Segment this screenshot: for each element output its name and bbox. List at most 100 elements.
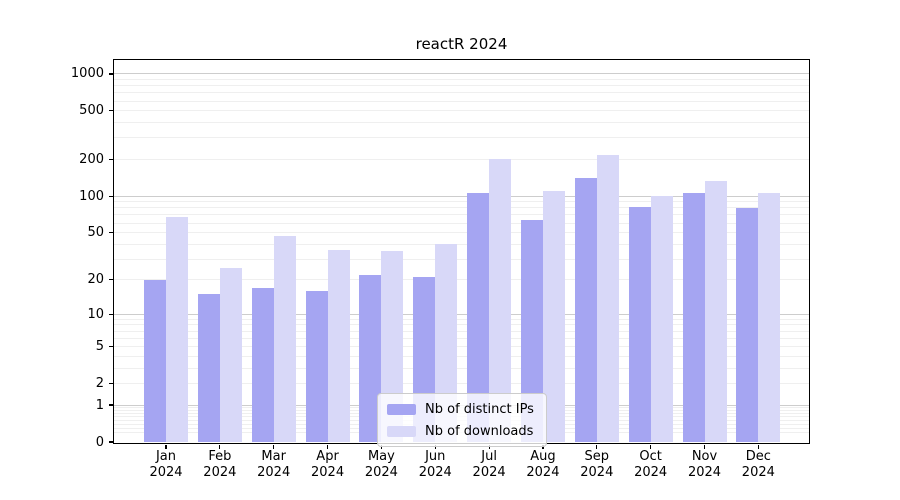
gridline-minor <box>114 222 809 224</box>
gridline-minor <box>114 346 809 348</box>
gridline-minor <box>114 207 809 209</box>
legend-item-downloads: Nb of downloads <box>387 422 538 440</box>
gridline-minor <box>114 92 809 94</box>
bar-distinct-ips-jan <box>144 279 166 442</box>
y-tick-label: 0 <box>95 434 104 450</box>
bar-distinct-ips-oct <box>628 206 651 442</box>
bar-distinct-ips-jul <box>467 192 490 442</box>
gridline-minor <box>114 318 809 320</box>
bar-distinct-ips-mar <box>251 288 274 442</box>
x-tick-label: Dec 2024 <box>741 449 775 480</box>
y-tick-label: 10 <box>87 306 104 322</box>
x-tick-label: Oct 2024 <box>634 449 668 480</box>
x-tick-mark <box>757 444 759 449</box>
x-tick-mark <box>703 444 706 449</box>
y-tick-mark <box>108 231 113 234</box>
gridline-minor <box>114 243 809 245</box>
legend-swatch-downloads <box>387 425 416 437</box>
y-tick-mark <box>108 382 113 385</box>
legend-label-downloads: Nb of downloads <box>425 423 534 439</box>
bar-downloads-apr <box>327 249 350 442</box>
x-tick-mark <box>650 444 652 449</box>
gridline-minor <box>114 137 809 139</box>
bar-downloads-nov <box>704 181 727 442</box>
x-tick-label: Jul 2024 <box>472 449 506 480</box>
bar-distinct-ips-nov <box>682 192 705 442</box>
gridline-minor <box>114 201 809 203</box>
y-tick-mark <box>108 110 113 112</box>
y-tick-mark <box>108 158 113 161</box>
gridline-minor <box>114 324 809 326</box>
y-tick-mark <box>108 313 113 315</box>
bar-downloads-feb <box>219 268 242 442</box>
x-tick-mark <box>596 444 598 449</box>
y-tick-label: 20 <box>87 272 104 288</box>
x-tick-label: Mar 2024 <box>257 449 291 480</box>
y-tick-mark <box>108 195 113 197</box>
gridline-minor <box>114 232 809 234</box>
legend-swatch-distinct-ips <box>387 403 416 415</box>
bar-distinct-ips-dec <box>736 207 759 442</box>
y-tick-mark <box>108 73 113 75</box>
x-tick-label: Aug 2024 <box>526 449 560 480</box>
y-tick-mark <box>108 404 113 406</box>
chart-title: reactR 2024 <box>415 35 508 53</box>
gridline-major <box>114 313 809 315</box>
y-tick-mark <box>108 345 113 348</box>
bar-downloads-sep <box>596 155 619 442</box>
bar-distinct-ips-apr <box>305 291 328 442</box>
gridline-minor <box>114 337 809 339</box>
gridline-minor <box>114 110 809 112</box>
gridline-minor <box>114 158 809 160</box>
x-tick-label: May 2024 <box>364 449 398 480</box>
bar-downloads-oct <box>650 196 673 442</box>
gridline-minor <box>114 122 809 124</box>
x-tick-label: Feb 2024 <box>203 449 237 480</box>
gridline-minor <box>114 100 809 102</box>
x-tick-label: Jan 2024 <box>149 449 183 480</box>
bar-distinct-ips-aug <box>520 220 543 442</box>
x-tick-mark <box>219 444 221 449</box>
y-tick-label: 50 <box>87 225 104 241</box>
bar-downloads-jun <box>435 244 458 442</box>
gridline-minor <box>114 79 809 81</box>
x-tick-label: Jun 2024 <box>418 449 452 480</box>
y-tick-label: 1000 <box>70 66 104 82</box>
x-tick-label: Nov 2024 <box>687 449 722 480</box>
x-tick-label: Sep 2024 <box>580 449 614 480</box>
bar-downloads-aug <box>542 191 565 442</box>
gridline-minor <box>114 279 809 281</box>
bar-distinct-ips-may <box>359 274 382 442</box>
y-tick-label: 200 <box>79 151 104 167</box>
y-tick-label: 100 <box>79 188 104 204</box>
bar-downloads-jul <box>489 159 512 442</box>
x-tick-mark <box>326 444 329 449</box>
gridline-minor <box>114 367 809 369</box>
y-tick-label: 1 <box>95 397 104 413</box>
y-tick-label: 500 <box>79 103 104 119</box>
y-tick-label: 5 <box>95 339 104 355</box>
bar-distinct-ips-feb <box>197 294 220 442</box>
bar-downloads-jan <box>166 217 188 442</box>
gridline-minor <box>114 258 809 260</box>
x-tick-mark <box>273 444 275 449</box>
x-tick-mark <box>165 444 167 449</box>
y-tick-label: 2 <box>95 375 104 391</box>
legend-item-distinct-ips: Nb of distinct IPs <box>387 400 538 418</box>
bar-downloads-dec <box>758 193 781 442</box>
gridline-major <box>114 73 809 75</box>
gridline-minor <box>114 330 809 332</box>
bar-downloads-mar <box>273 235 296 442</box>
bar-distinct-ips-sep <box>574 177 597 442</box>
plot-area: 0 1 2 5 10 20 50 100 200 500 1000 Jan 2024 Feb 2024… <box>71 59 810 480</box>
gridline-minor <box>114 214 809 216</box>
legend-box: Nb of distinct IPs Nb of downloads <box>377 393 547 447</box>
gridline-minor <box>114 85 809 87</box>
y-tick-mark <box>108 441 113 443</box>
x-tick-label: Apr 2024 <box>311 449 345 480</box>
gridline-minor <box>114 355 809 357</box>
y-tick-mark <box>108 279 113 281</box>
gridline-major <box>114 195 809 197</box>
gridline-minor <box>114 382 809 384</box>
